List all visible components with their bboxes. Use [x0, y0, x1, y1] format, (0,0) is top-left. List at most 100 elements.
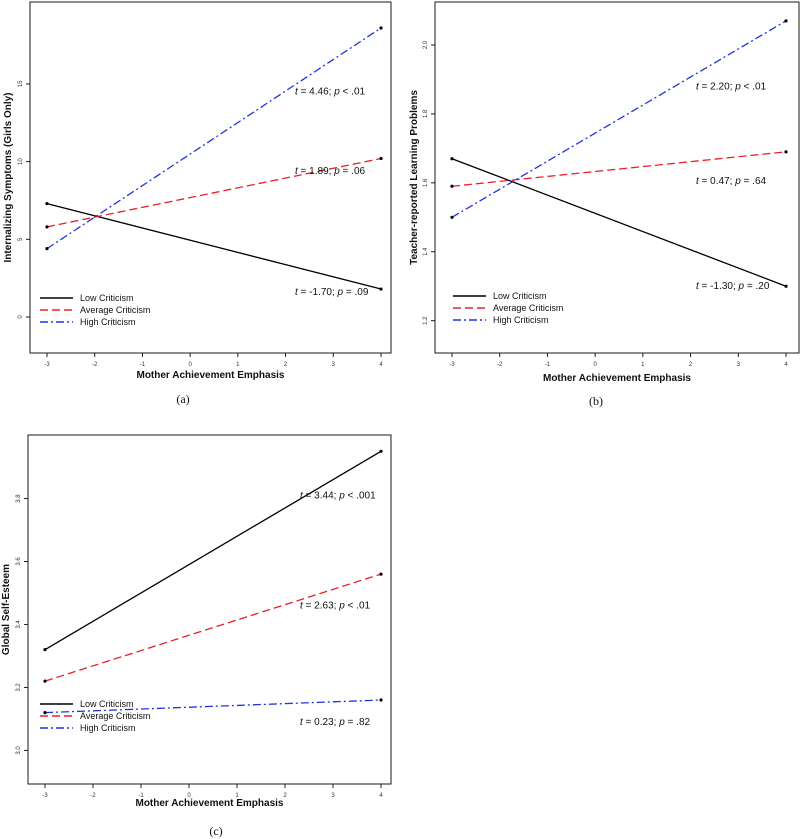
stat-annotation: t = -1.30; p = .20 — [696, 281, 770, 292]
series-line-average-criticism — [44, 573, 382, 682]
x-tick-label: -1 — [140, 362, 146, 368]
legend-label: Low Criticism — [80, 293, 134, 303]
y-tick-label: 1.6 — [423, 178, 429, 187]
data-point-average-criticism — [379, 156, 383, 161]
data-point-low-criticism — [45, 201, 49, 206]
x-tick-label: 2 — [689, 362, 693, 368]
x-tick-label: 1 — [235, 793, 239, 799]
caption-a: (a) — [176, 392, 190, 406]
caption-c: (c) — [209, 824, 223, 838]
y-axis-title: Global Self-Esteem — [1, 564, 12, 655]
x-axis-title: Mother Achievement Emphasis — [136, 370, 284, 381]
x-axis-title: Mother Achievement Emphasis — [135, 798, 283, 809]
plot-frame — [27, 434, 392, 785]
data-point-low-criticism — [43, 648, 47, 652]
x-tick-label: 0 — [187, 793, 191, 799]
x-tick-label: 2 — [284, 362, 288, 368]
plot-frame — [29, 1, 392, 354]
x-tick-label: 0 — [188, 362, 192, 368]
panel-b: -3 -2 -1 0 1 2 3 4 1.2 1.4 1.6 1.8 2.0 Mother Achieve… — [408, 0, 800, 384]
series-line-low-criticism — [46, 202, 382, 290]
data-point-high-criticism — [45, 247, 49, 251]
chart-b: -3 -2 -1 0 1 2 3 4 1.2 1.4 1.6 1.8 2.0 Mother Achieve… — [409, 1, 800, 384]
stat-annotation: t = 2.63; p < .01 — [300, 601, 371, 612]
data-point-high-criticism — [379, 26, 383, 30]
x-tick-label: 4 — [784, 362, 788, 368]
data-point-low-criticism — [450, 157, 454, 161]
x-axis-title: Mother Achievement Emphasis — [543, 373, 691, 384]
y-tick-label: 1.4 — [423, 247, 429, 256]
x-tick-label: -3 — [42, 793, 48, 799]
x-tick-label: -3 — [44, 362, 50, 368]
series-line-high-criticism — [451, 20, 787, 218]
x-tick-label: 3 — [332, 362, 336, 368]
legend-label: Average Criticism — [493, 303, 563, 313]
panel-a: -3 -2 -1 0 1 2 3 4 0 5 10 15 Mother Achievement Emph… — [0, 0, 392, 381]
y-tick-label: 1.8 — [423, 109, 429, 118]
data-point-average-criticism — [784, 150, 788, 154]
data-point-low-criticism — [379, 449, 383, 453]
legend-label: High Criticism — [80, 317, 136, 327]
x-tick-label: -3 — [449, 362, 455, 368]
chart-c: -3 -2 -1 0 1 2 3 4 3.0 3.2 3.4 3.6 3.8 Mother Achieve… — [1, 434, 392, 809]
y-tick-label: 5 — [18, 237, 24, 241]
series-line-low-criticism — [44, 450, 382, 651]
chart-a: -3 -2 -1 0 1 2 3 4 0 5 10 15 Mother Achievement Emph… — [3, 1, 392, 381]
data-point-average-criticism — [450, 184, 454, 188]
legend-label: High Criticism — [493, 315, 549, 325]
stat-annotation: t = 0.23; p = .82 — [300, 717, 371, 728]
series-line-high-criticism — [46, 27, 382, 250]
x-tick-label: 0 — [593, 362, 597, 368]
stat-annotation: t = 3.44; p < .001 — [300, 490, 376, 501]
stat-annotation: t = 2.20; p < .01 — [696, 81, 767, 92]
x-tick-label: 3 — [331, 793, 335, 799]
caption-b: (b) — [589, 394, 603, 408]
legend-label: Average Criticism — [80, 711, 150, 721]
x-tick-label: 4 — [379, 362, 383, 368]
x-tick-label: 1 — [641, 362, 645, 368]
y-tick-label: 15 — [18, 80, 24, 87]
y-tick-label: 3.8 — [16, 494, 22, 503]
x-tick-label: -1 — [545, 362, 551, 368]
x-tick-label: 2 — [283, 793, 287, 799]
legend-label: High Criticism — [80, 723, 136, 733]
data-point-average-criticism — [43, 679, 47, 683]
series-line-low-criticism — [451, 158, 787, 287]
x-tick-label: -2 — [497, 362, 503, 368]
stat-annotation: t = 1.89; p = .06 — [295, 166, 366, 177]
plot-frame — [434, 1, 800, 354]
y-tick-label: 3.4 — [16, 620, 22, 629]
panel-c: -3 -2 -1 0 1 2 3 4 3.0 3.2 3.4 3.6 3.8 Mother Achieve… — [0, 433, 392, 813]
x-tick-label: 4 — [379, 793, 383, 799]
y-tick-label: 3.6 — [16, 557, 22, 566]
stat-annotation: t = 4.46; p < .01 — [295, 87, 366, 98]
x-tick-label: -2 — [90, 793, 96, 799]
legend-label: Low Criticism — [493, 291, 547, 301]
y-tick-label: 3.2 — [16, 683, 22, 692]
y-tick-label: 2.0 — [423, 40, 429, 49]
y-tick-label: 3.0 — [16, 746, 22, 755]
x-tick-label: 1 — [236, 362, 240, 368]
data-point-low-criticism — [379, 287, 383, 291]
stat-annotation: t = 0.47; p = .64 — [696, 176, 767, 187]
data-point-high-criticism — [43, 711, 47, 715]
series-line-average-criticism — [46, 157, 382, 228]
data-point-high-criticism — [379, 698, 383, 702]
data-point-average-criticism — [379, 572, 383, 576]
data-point-high-criticism — [450, 215, 454, 219]
series-line-average-criticism — [451, 151, 787, 187]
y-tick-label: 1.2 — [423, 316, 429, 325]
x-tick-label: -1 — [138, 793, 144, 799]
data-point-average-criticism — [45, 225, 49, 229]
y-axis-title: Teacher-reported Learning Problems — [409, 90, 420, 265]
x-tick-label: 3 — [737, 362, 741, 368]
y-tick-label: 0 — [18, 315, 24, 319]
stat-annotation: t = -1.70; p = .09 — [295, 287, 369, 298]
data-point-low-criticism — [784, 284, 788, 288]
y-tick-label: 10 — [18, 158, 24, 165]
legend-label: Average Criticism — [80, 305, 150, 315]
legend-label: Low Criticism — [80, 699, 134, 709]
x-tick-label: -2 — [92, 362, 98, 368]
data-point-high-criticism — [784, 19, 788, 23]
y-axis-title: Internalizing Symptoms (Girls Only) — [3, 92, 14, 262]
